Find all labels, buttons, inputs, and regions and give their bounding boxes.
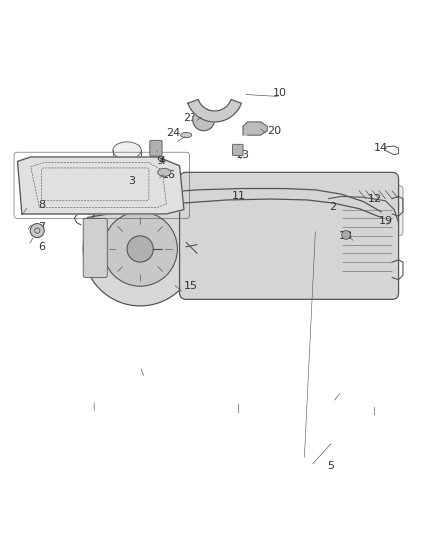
FancyBboxPatch shape bbox=[150, 140, 162, 156]
Ellipse shape bbox=[113, 149, 141, 187]
Text: 24: 24 bbox=[166, 128, 180, 138]
Text: 16: 16 bbox=[162, 169, 176, 180]
Text: 8: 8 bbox=[38, 200, 45, 210]
Circle shape bbox=[103, 212, 177, 286]
Text: 10: 10 bbox=[273, 88, 287, 99]
Text: 20: 20 bbox=[267, 126, 281, 136]
Text: 4: 4 bbox=[159, 156, 166, 166]
Text: 19: 19 bbox=[378, 215, 392, 225]
Text: 2: 2 bbox=[329, 203, 336, 212]
Text: 18: 18 bbox=[339, 231, 353, 241]
Text: 3: 3 bbox=[128, 176, 135, 186]
FancyBboxPatch shape bbox=[83, 219, 107, 278]
FancyBboxPatch shape bbox=[311, 185, 403, 236]
Text: 9: 9 bbox=[156, 156, 163, 166]
Text: 14: 14 bbox=[374, 143, 388, 154]
Polygon shape bbox=[18, 157, 184, 214]
Text: 6: 6 bbox=[38, 242, 45, 252]
Text: 12: 12 bbox=[367, 193, 381, 204]
Text: 23: 23 bbox=[184, 112, 198, 123]
Circle shape bbox=[127, 236, 153, 262]
Text: 15: 15 bbox=[184, 281, 198, 291]
Ellipse shape bbox=[158, 168, 171, 176]
Circle shape bbox=[342, 231, 350, 239]
Text: 13: 13 bbox=[236, 150, 250, 160]
FancyBboxPatch shape bbox=[233, 144, 243, 156]
Circle shape bbox=[83, 192, 197, 306]
Text: 5: 5 bbox=[327, 461, 334, 471]
FancyBboxPatch shape bbox=[180, 172, 399, 300]
Text: 11: 11 bbox=[232, 191, 246, 201]
Text: 7: 7 bbox=[38, 222, 45, 232]
Polygon shape bbox=[188, 100, 241, 122]
Ellipse shape bbox=[113, 142, 141, 159]
Ellipse shape bbox=[180, 133, 192, 138]
Polygon shape bbox=[243, 122, 267, 135]
Circle shape bbox=[30, 223, 44, 238]
Circle shape bbox=[193, 109, 215, 131]
